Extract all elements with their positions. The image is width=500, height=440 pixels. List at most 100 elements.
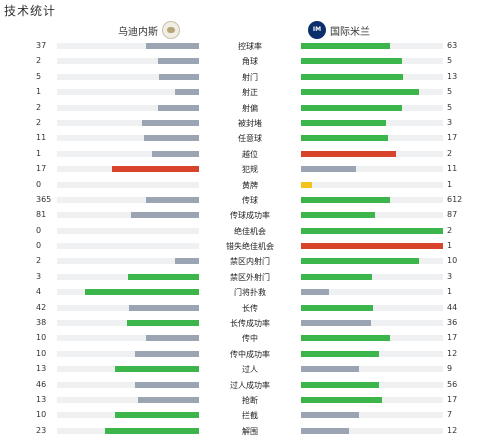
stat-label: 任意球: [238, 134, 262, 144]
away-stat-bar: [301, 273, 372, 280]
away-stat-bar: [301, 320, 371, 327]
stat-label: 门将扑救: [234, 288, 266, 298]
stat-label: 长传: [242, 303, 258, 313]
home-stat-value: 11: [36, 133, 47, 143]
away-stat-bar: [301, 427, 350, 434]
away-stat-track: [301, 135, 443, 142]
home-stat-bar: [115, 412, 199, 419]
home-stat-bar: [130, 212, 199, 219]
stat-label: 禁区外射门: [230, 272, 270, 282]
stat-row: 23 解围 12: [0, 423, 500, 438]
away-stat-track: [301, 104, 443, 111]
away-stat-value: 3: [447, 117, 453, 127]
home-stat-bar: [128, 273, 199, 280]
home-stat-bar: [142, 119, 199, 126]
home-stat-track: [57, 335, 199, 342]
stat-label: 传中: [242, 334, 258, 344]
udinese-crest-icon: [162, 21, 180, 39]
home-stat-bar: [146, 335, 199, 342]
away-stat-value: 36: [447, 318, 458, 328]
away-stat-value: 1: [447, 241, 453, 251]
away-stat-value: 5: [447, 56, 453, 66]
away-stat-track: [301, 181, 443, 188]
home-stat-bar: [174, 258, 199, 265]
home-stat-track: [57, 150, 199, 157]
home-stat-track: [57, 381, 199, 388]
home-stat-value: 1: [36, 148, 42, 158]
stat-label: 传中成功率: [230, 349, 270, 359]
stats-list: 37 控球率 63 2 角球 5 5 射门 13 1 射正 5 2 射偏 5 2 被封堵 3 11 任意球 17 1 越位 2…: [0, 38, 500, 438]
away-team-header: IM 国际米兰: [308, 21, 370, 39]
stat-row: 1 射正 5: [0, 84, 500, 99]
home-stat-value: 10: [36, 410, 47, 420]
home-stat-track: [57, 43, 199, 49]
stat-label: 射门: [242, 72, 258, 82]
home-stat-value: 0: [36, 241, 42, 251]
home-stat-track: [57, 196, 199, 203]
home-stat-track: [57, 135, 199, 142]
stat-row: 10 传中 17: [0, 330, 500, 345]
stat-row: 13 过人 9: [0, 361, 500, 376]
away-stat-track: [301, 396, 443, 403]
home-stat-bar: [159, 73, 199, 80]
home-stat-value: 0: [36, 225, 42, 235]
away-stat-bar: [301, 89, 419, 96]
stat-label: 长传成功率: [230, 319, 270, 329]
home-stat-bar: [152, 150, 199, 157]
stat-label: 解围: [242, 426, 258, 436]
home-stat-bar: [174, 89, 199, 96]
stat-row: 10 传中成功率 12: [0, 346, 500, 361]
stat-row: 2 被封堵 3: [0, 115, 500, 130]
home-stat-bar: [137, 396, 199, 403]
home-stat-bar: [126, 320, 199, 327]
home-stat-value: 0: [36, 179, 42, 189]
home-stat-value: 4: [36, 287, 42, 297]
away-stat-bar: [301, 150, 397, 157]
away-stat-track: [301, 89, 443, 96]
stat-row: 4 门将扑救 1: [0, 284, 500, 299]
away-stat-track: [301, 258, 443, 265]
stat-row: 365 传球 612: [0, 192, 500, 207]
away-stat-bar: [301, 258, 419, 265]
stat-row: 46 过人成功率 56: [0, 377, 500, 392]
home-stat-track: [57, 227, 199, 234]
away-stat-track: [301, 304, 443, 311]
page-title: 技术统计: [4, 4, 57, 18]
away-stat-value: 7: [447, 410, 453, 420]
home-stat-track: [57, 412, 199, 419]
home-stat-bar: [105, 427, 199, 434]
stat-row: 2 角球 5: [0, 53, 500, 68]
home-stat-value: 10: [36, 348, 47, 358]
away-stat-bar: [301, 212, 375, 219]
away-stat-track: [301, 320, 443, 327]
stat-label: 绝佳机会: [234, 226, 266, 236]
home-stat-bar: [115, 366, 199, 373]
home-stat-value: 3: [36, 271, 42, 281]
home-stat-value: 365: [36, 194, 52, 204]
home-stat-track: [57, 350, 199, 357]
home-stat-bar: [143, 135, 199, 142]
stat-label: 射偏: [242, 103, 258, 113]
home-stat-bar: [85, 289, 199, 296]
away-stat-value: 63: [447, 41, 458, 50]
away-stat-value: 17: [447, 133, 458, 143]
stat-row: 13 抢断 17: [0, 392, 500, 407]
away-stat-track: [301, 227, 443, 234]
home-stat-bar: [146, 43, 199, 49]
home-stat-value: 2: [36, 117, 42, 127]
away-stat-bar: [301, 104, 402, 111]
home-stat-value: 2: [36, 102, 42, 112]
home-stat-value: 13: [36, 394, 47, 404]
stat-label: 越位: [242, 149, 258, 159]
away-stat-bar: [301, 304, 374, 311]
away-stat-bar: [301, 181, 313, 188]
away-stat-value: 11: [447, 164, 458, 174]
home-stat-track: [57, 289, 199, 296]
away-stat-value: 10: [447, 256, 458, 266]
stat-label: 角球: [242, 57, 258, 67]
stat-row: 3 禁区外射门 3: [0, 269, 500, 284]
away-stat-track: [301, 335, 443, 342]
stat-label: 过人: [242, 365, 258, 375]
stat-row: 42 长传 44: [0, 300, 500, 315]
